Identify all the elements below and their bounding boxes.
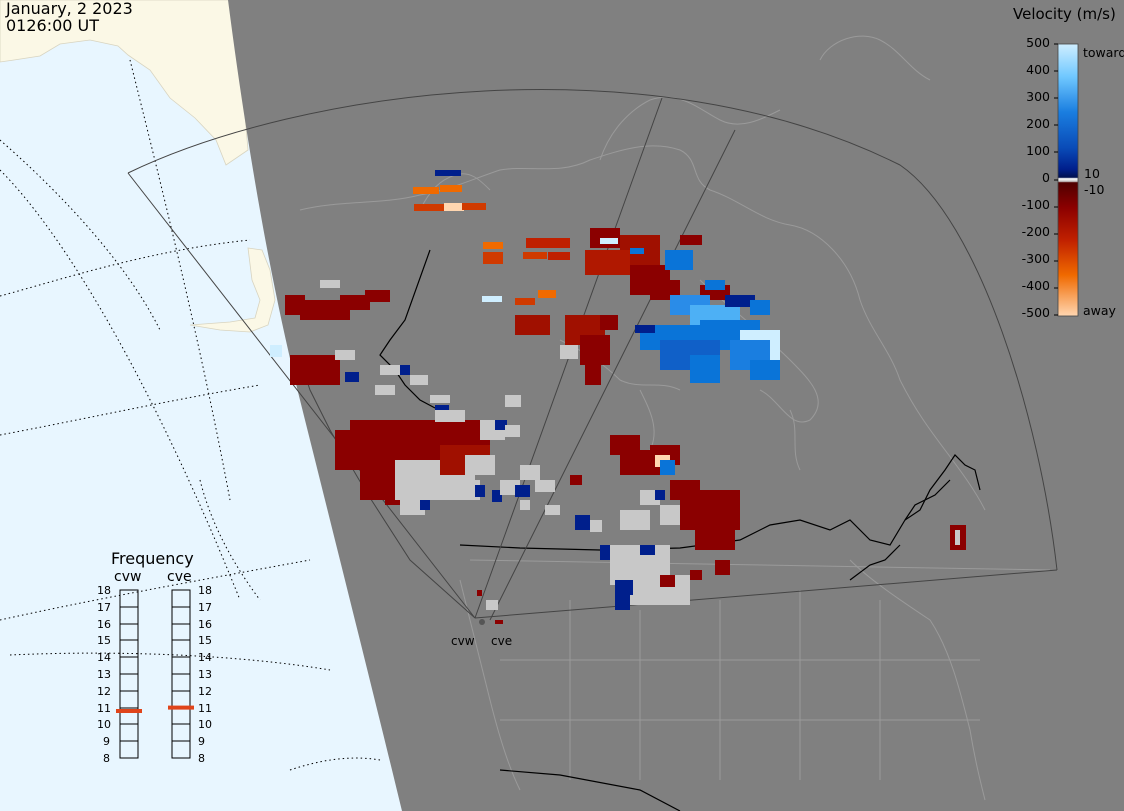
frequency-panel-title: Frequency bbox=[111, 549, 194, 568]
frequency-scale-right: 8 bbox=[198, 752, 205, 765]
legend-tick: 500 bbox=[1026, 35, 1050, 50]
daylight-land bbox=[0, 0, 249, 166]
political-borders bbox=[379, 249, 981, 811]
legend-tick: 200 bbox=[1026, 116, 1050, 131]
legend-tick: 400 bbox=[1026, 62, 1050, 77]
legend-tick: -200 bbox=[1021, 224, 1050, 239]
frequency-scale-right: 13 bbox=[198, 668, 212, 681]
frequency-scale-right: 14 bbox=[198, 651, 212, 664]
frequency-scale-left: 9 bbox=[103, 735, 110, 748]
radar-field-of-view bbox=[127, 89, 1058, 621]
frequency-scale-right: 17 bbox=[198, 601, 212, 614]
frequency-scale-left: 8 bbox=[103, 752, 110, 765]
legend-tick: 100 bbox=[1026, 143, 1050, 158]
date-label: January, 2 2023 bbox=[6, 0, 133, 18]
legend-tick: 300 bbox=[1026, 89, 1050, 104]
velocity-data-cells bbox=[270, 170, 966, 624]
frequency-scale-left: 11 bbox=[97, 702, 111, 715]
frequency-scale-right: 18 bbox=[198, 584, 212, 597]
legend-tick: -400 bbox=[1021, 278, 1050, 293]
radar-site-label-cvw: cvw bbox=[451, 634, 475, 648]
legend-plus10-label: 10 bbox=[1084, 166, 1100, 181]
frequency-scale-left: 14 bbox=[97, 651, 111, 664]
frequency-scale-left: 17 bbox=[97, 601, 111, 614]
frequency-scale-right: 11 bbox=[198, 702, 212, 715]
radar-site-marker bbox=[479, 619, 485, 625]
frequency-scale-left: 10 bbox=[97, 718, 111, 731]
frequency-scale-left: 16 bbox=[97, 618, 111, 631]
frequency-scale-right: 9 bbox=[198, 735, 205, 748]
frequency-scale-left: 12 bbox=[97, 685, 111, 698]
time-label: 0126:00 UT bbox=[6, 16, 100, 35]
legend-tick: -300 bbox=[1021, 251, 1050, 266]
color-bar-ticks bbox=[1054, 43, 1058, 316]
frequency-scale-left: 18 bbox=[97, 584, 111, 597]
lat-long-grid bbox=[0, 59, 381, 771]
frequency-radar-label-cvw: cvw bbox=[114, 569, 142, 585]
continent-outlines bbox=[299, 35, 1051, 801]
frequency-radar-label-cve: cve bbox=[167, 569, 192, 585]
legend-away-label: away bbox=[1083, 303, 1116, 318]
legend-tick: 0 bbox=[1042, 170, 1050, 185]
legend-tick: -500 bbox=[1021, 305, 1050, 320]
frequency-scale-right: 15 bbox=[198, 634, 212, 647]
frequency-scale-right: 10 bbox=[198, 718, 212, 731]
frequency-marker-cve bbox=[168, 705, 194, 710]
night-terminator-area bbox=[228, 0, 1124, 811]
legend-tick: -100 bbox=[1021, 197, 1050, 212]
legend-minus10-label: -10 bbox=[1084, 182, 1105, 197]
daylight-land-aleutian bbox=[189, 247, 276, 333]
frequency-scale-right: 16 bbox=[198, 618, 212, 631]
legend-toward-label: toward bbox=[1083, 45, 1124, 60]
frequency-scale-right: 12 bbox=[198, 685, 212, 698]
frequency-scale-left: 13 bbox=[97, 668, 111, 681]
frequency-scale-left: 15 bbox=[97, 634, 111, 647]
radar-site-label-cve: cve bbox=[491, 634, 513, 648]
legend-title: Velocity (m/s) bbox=[1013, 5, 1116, 23]
frequency-marker-cvw bbox=[116, 709, 142, 713]
velocity-color-bar bbox=[1057, 43, 1079, 317]
